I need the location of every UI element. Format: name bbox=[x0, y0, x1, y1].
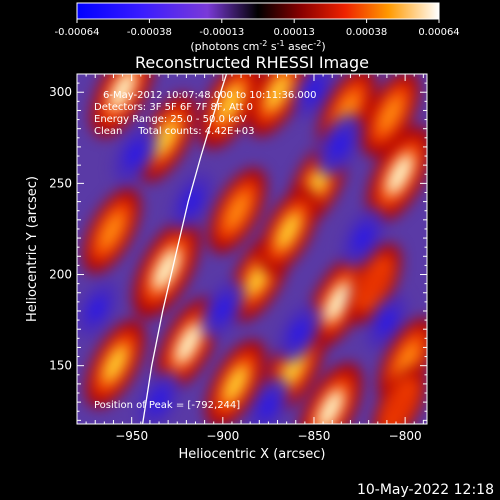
y-axis-label: Heliocentric Y (arcsec) bbox=[25, 176, 40, 322]
colorbar-tick-label: 0.00064 bbox=[418, 27, 459, 38]
heatmap-blob-core bbox=[153, 118, 179, 158]
peak-position-label: Position of Peak = [-792,244] bbox=[94, 400, 240, 411]
chart-title: Reconstructed RHESSI Image bbox=[135, 53, 369, 72]
heatmap-blob-core bbox=[99, 211, 124, 250]
x-tick-label: −800 bbox=[389, 429, 422, 443]
heatmap-blob-core bbox=[217, 83, 244, 124]
colorbar-tick-label: 0.00013 bbox=[274, 27, 315, 38]
y-tick-label: 200 bbox=[49, 268, 72, 282]
heatmap-blob-core bbox=[353, 224, 373, 252]
annotation-time: 6-May-2012 10:07:48.000 to 10:11:36.000 bbox=[103, 90, 316, 101]
heatmap-blob-core bbox=[324, 281, 352, 323]
heatmap-blob-core bbox=[259, 392, 278, 419]
heatmap-blob-core bbox=[222, 364, 249, 404]
heatmap-blob-core bbox=[225, 191, 250, 230]
colorbar-tick-label: 0.00038 bbox=[346, 27, 387, 38]
annotation-block: 6-May-2012 10:07:48.000 to 10:11:36.000 … bbox=[94, 90, 316, 137]
heatmap-blob-core bbox=[378, 95, 403, 133]
heatmap-blob-core bbox=[87, 296, 107, 323]
heatmap-blob-core bbox=[362, 266, 386, 302]
heatmap-image bbox=[77, 74, 427, 424]
colorbar bbox=[76, 2, 440, 20]
annotation-detectors: Detectors: 3F 5F 6F 7F 8F, Att 0 bbox=[94, 102, 253, 113]
heatmap-blob-core bbox=[304, 77, 324, 104]
y-tick-label: 300 bbox=[49, 85, 72, 99]
heatmap-blob-core bbox=[264, 74, 291, 112]
y-tick-label: 150 bbox=[49, 359, 72, 373]
heatmap-blob-core bbox=[152, 247, 181, 291]
heatmap-blob-core bbox=[377, 309, 396, 335]
heatmap-blob-core bbox=[388, 388, 412, 424]
annotation-counts: Clean Total counts: 4.42E+03 bbox=[94, 126, 254, 137]
heatmap-blob-core bbox=[109, 74, 136, 112]
axis-ticks: −950 −900 −850 −800 150 200 250 300 bbox=[49, 73, 427, 443]
heatmap-blob-core bbox=[174, 323, 202, 365]
annotation-energy: Energy Range: 25.0 - 50.0 keV bbox=[94, 114, 247, 125]
footer-timestamp: 10-May-2022 12:18 bbox=[357, 482, 494, 498]
heatmap-blob-core bbox=[290, 319, 309, 347]
heatmap-blob-core bbox=[316, 388, 344, 424]
x-tick-label: −950 bbox=[115, 429, 148, 443]
x-axis-label: Heliocentric X (arcsec) bbox=[179, 447, 326, 462]
heatmap-blob-core bbox=[394, 341, 420, 380]
heatmap-blob-core bbox=[213, 295, 233, 323]
heatmap-blob-core bbox=[102, 344, 128, 384]
x-tick-label: −850 bbox=[297, 429, 330, 443]
colorbar-tick-label: -0.00038 bbox=[127, 27, 172, 38]
x-tick-label: −900 bbox=[206, 429, 239, 443]
colorbar-unit-label: (photons cm-2 s-1 asec-2) bbox=[190, 39, 325, 53]
heatmap-blob-core bbox=[149, 387, 169, 414]
heatmap-blob-core bbox=[275, 211, 302, 251]
heatmap-blob-core bbox=[385, 153, 414, 196]
colorbar-tick-label: -0.00013 bbox=[199, 27, 244, 38]
colorbar-ticks: -0.00064 -0.00038 -0.00013 0.00013 0.00038 0.… bbox=[55, 19, 460, 38]
plot-frame bbox=[76, 73, 428, 425]
heatmap-blob-core bbox=[329, 130, 350, 160]
heatmap-blob-core bbox=[125, 140, 146, 168]
solar-limb-curve bbox=[141, 74, 228, 424]
y-tick-label: 250 bbox=[49, 176, 72, 190]
colorbar-tick-label: -0.00064 bbox=[55, 27, 100, 38]
